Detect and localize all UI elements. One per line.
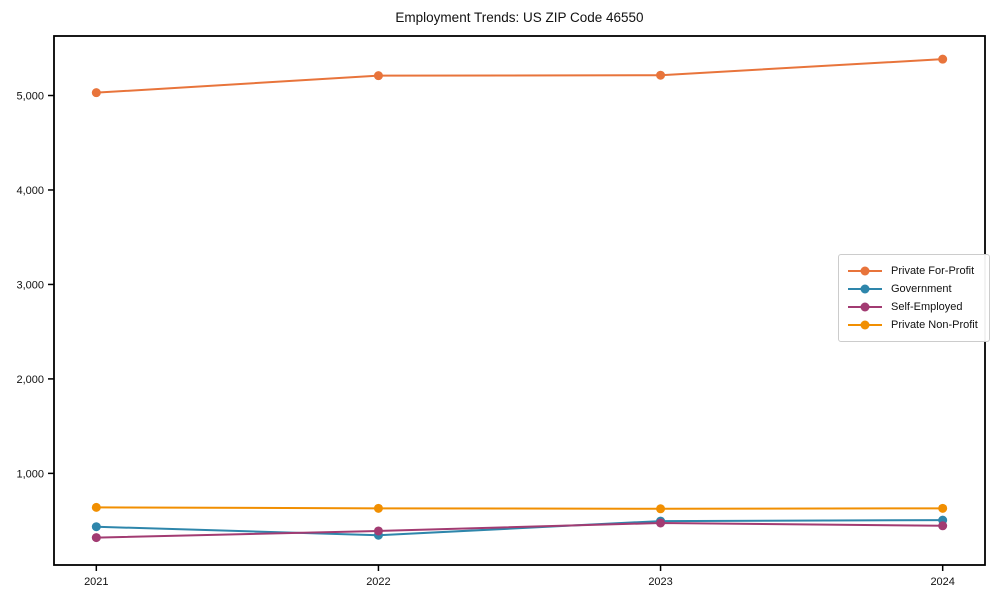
legend-item-government: Government bbox=[848, 280, 978, 298]
legend-marker-icon bbox=[848, 284, 882, 294]
chart-title: Employment Trends: US ZIP Code 46550 bbox=[395, 10, 644, 25]
legend-dot-icon bbox=[860, 284, 870, 294]
legend-label: Private For-Profit bbox=[891, 265, 975, 277]
series-line-government bbox=[95, 519, 944, 537]
legend-item-self-employed: Self-Employed bbox=[848, 298, 978, 316]
x-tick-label: 2023 bbox=[648, 576, 672, 588]
series-line-private-for-profit bbox=[95, 58, 944, 94]
y-tick-label: 4,000 bbox=[16, 185, 44, 197]
series-line-private-non-profit bbox=[95, 506, 944, 510]
series-marker-private-non-profit bbox=[91, 502, 101, 512]
legend-item-private-for-profit: Private For-Profit bbox=[848, 262, 978, 280]
series-marker-self-employed bbox=[91, 533, 101, 543]
series-marker-government bbox=[91, 522, 101, 532]
series-marker-private-non-profit bbox=[938, 503, 948, 513]
x-tick-label: 2024 bbox=[930, 576, 954, 588]
series-marker-private-for-profit bbox=[656, 70, 666, 80]
series-marker-private-for-profit bbox=[91, 88, 101, 98]
series-marker-self-employed bbox=[656, 518, 666, 528]
legend-marker-icon bbox=[848, 320, 882, 330]
legend-marker-icon bbox=[848, 266, 882, 276]
series-marker-private-non-profit bbox=[656, 504, 666, 514]
legend-dot-icon bbox=[860, 302, 870, 312]
legend-dot-icon bbox=[860, 320, 870, 330]
legend-marker-icon bbox=[848, 302, 882, 312]
legend-label: Self-Employed bbox=[891, 301, 963, 313]
series-marker-private-for-profit bbox=[373, 71, 383, 81]
series-marker-self-employed bbox=[373, 526, 383, 536]
y-tick-label: 2,000 bbox=[16, 374, 44, 386]
y-tick-label: 1,000 bbox=[16, 468, 44, 480]
legend-dot-icon bbox=[860, 266, 870, 276]
series-marker-self-employed bbox=[938, 521, 948, 531]
legend-item-private-non-profit: Private Non-Profit bbox=[848, 316, 978, 334]
x-tick-label: 2021 bbox=[84, 576, 108, 588]
series-line-self-employed bbox=[95, 521, 944, 539]
y-tick-label: 3,000 bbox=[16, 279, 44, 291]
x-tick-label: 2022 bbox=[366, 576, 390, 588]
legend-label: Government bbox=[891, 283, 952, 295]
series-marker-private-for-profit bbox=[938, 54, 948, 64]
legend: Private For-Profit Government Self-Employe… bbox=[838, 254, 990, 342]
series-marker-private-non-profit bbox=[373, 503, 383, 513]
legend-label: Private Non-Profit bbox=[891, 319, 978, 331]
y-tick-label: 5,000 bbox=[16, 91, 44, 103]
